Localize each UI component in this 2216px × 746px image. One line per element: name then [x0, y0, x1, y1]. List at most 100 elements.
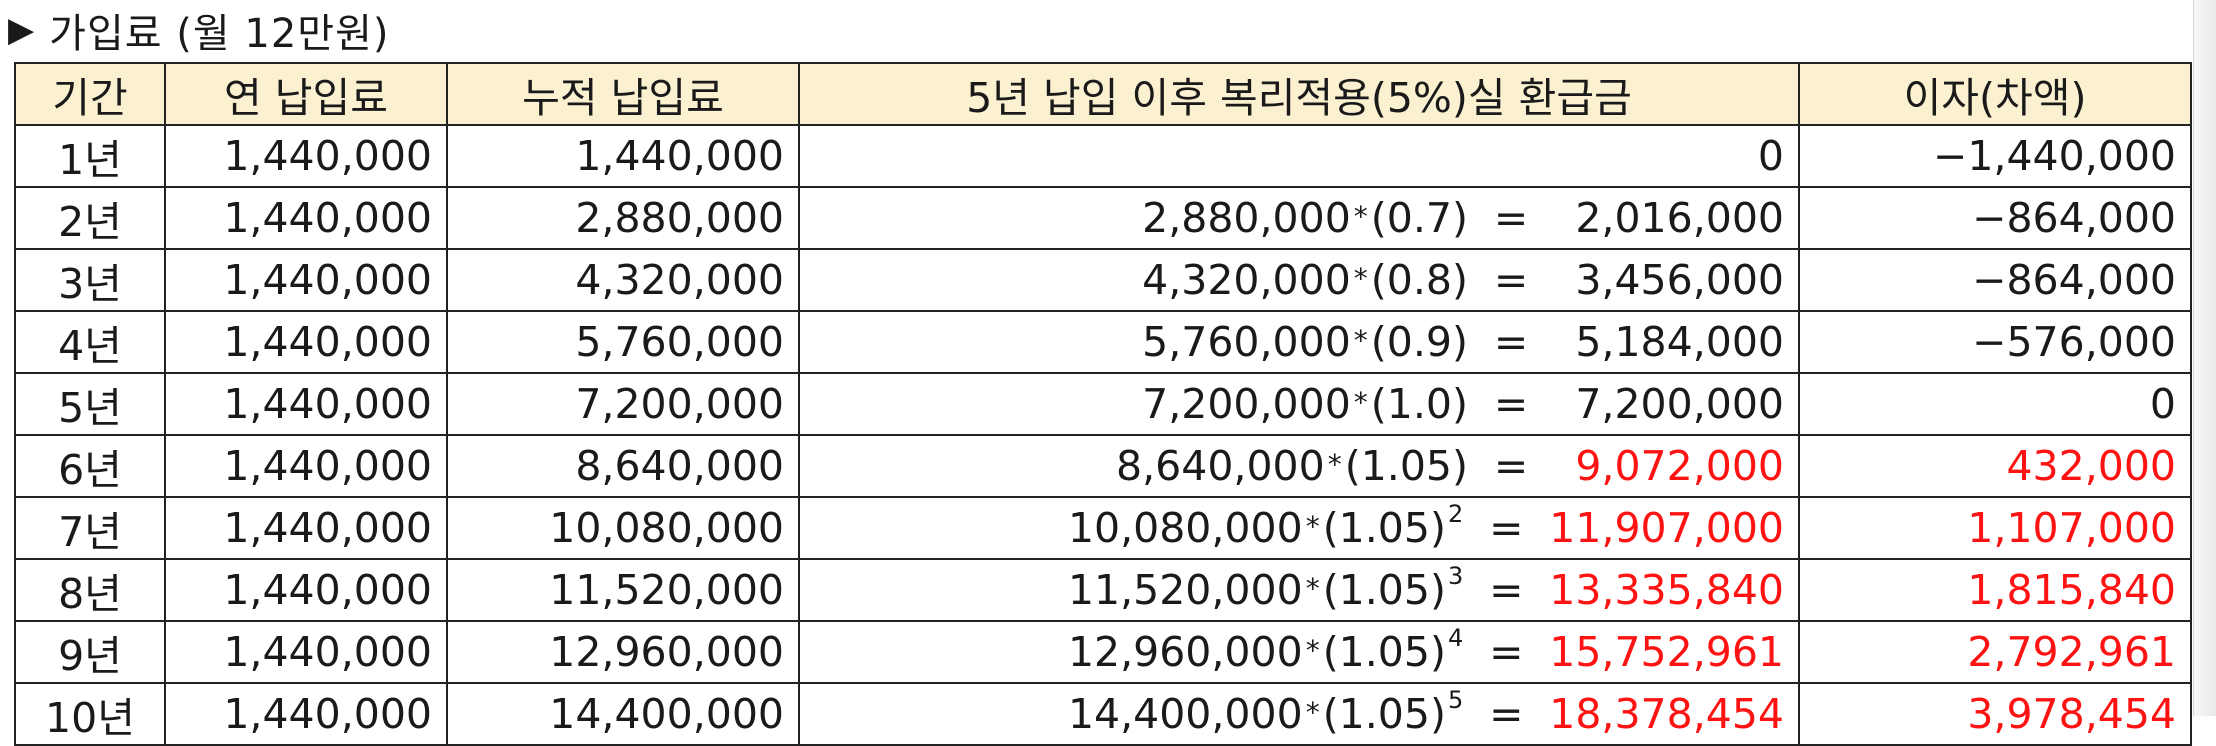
multiply-icon: * — [1353, 200, 1368, 233]
refund-formula: 10,080,000 *(1.05)2 — [1067, 502, 1463, 552]
triangle-bullet-icon: ▶ — [8, 10, 36, 50]
formula-base: 2,880,000 — [1142, 194, 1351, 242]
formula-factor: (1.05) — [1322, 566, 1446, 614]
period-cell: 7년 — [14, 496, 166, 560]
formula-factor: (1.0) — [1370, 380, 1468, 428]
formula-base: 4,320,000 — [1142, 256, 1351, 304]
formula-base: 10,080,000 — [1067, 504, 1303, 552]
annual-payment-cell: 1,440,000 — [164, 186, 448, 250]
multiply-icon: * — [1305, 634, 1320, 667]
period-cell: 5년 — [14, 372, 166, 436]
header-interest: 이자(차액) — [1798, 62, 2192, 126]
window-right-edge — [2193, 0, 2216, 716]
annual-payment-cell: 1,440,000 — [164, 682, 448, 746]
equals-sign: = — [1489, 566, 1524, 614]
refund-amount: 7,200,000 — [1575, 380, 1784, 428]
refund-formula: 5,760,000 *(0.9) — [1142, 318, 1468, 366]
period-cell: 4년 — [14, 310, 166, 374]
header-cumulative-payment: 누적 납입료 — [446, 62, 800, 126]
formula-exponent: 4 — [1447, 624, 1464, 652]
refund-cell: 7,200,000 *(1.0) = 7,200,000 — [798, 372, 1800, 436]
header-refund: 5년 납입 이후 복리적용(5%)실 환급금 — [798, 62, 1800, 126]
interest-cell: −864,000 — [1798, 186, 2192, 250]
multiply-icon: * — [1305, 572, 1320, 605]
multiply-icon: * — [1353, 324, 1368, 357]
refund-cell: 11,520,000 *(1.05)3 = 13,335,840 — [798, 558, 1800, 622]
section-heading-text: 가입료 (월 12만원) — [49, 11, 390, 57]
refund-formula: 7,200,000 *(1.0) — [1142, 380, 1468, 428]
equals-sign: = — [1493, 194, 1529, 242]
section-heading: ▶ 가입료 (월 12만원) — [8, 2, 390, 58]
refund-cell: 12,960,000 *(1.05)4 = 15,752,961 — [798, 620, 1800, 684]
refund-formula: 11,520,000 *(1.05)3 — [1067, 564, 1463, 614]
period-cell: 8년 — [14, 558, 166, 622]
multiply-icon: * — [1353, 386, 1368, 419]
refund-formula: 2,880,000 *(0.7) — [1142, 194, 1468, 242]
cumulative-payment-cell: 8,640,000 — [446, 434, 800, 498]
equals-sign: = — [1489, 690, 1524, 738]
cumulative-payment-cell: 14,400,000 — [446, 682, 800, 746]
cumulative-payment-cell: 2,880,000 — [446, 186, 800, 250]
refund-amount: 3,456,000 — [1575, 256, 1784, 304]
interest-cell: −576,000 — [1798, 310, 2192, 374]
multiply-icon: * — [1305, 510, 1320, 543]
table-row: 3년 1,440,000 4,320,000 4,320,000 *(0.8) = 3,45… — [14, 248, 2192, 312]
header-annual-payment: 연 납입료 — [164, 62, 448, 126]
refund-amount: 5,184,000 — [1575, 318, 1784, 366]
cumulative-payment-cell: 4,320,000 — [446, 248, 800, 312]
interest-cell: −864,000 — [1798, 248, 2192, 312]
interest-cell: 0 — [1798, 372, 2192, 436]
refund-cell: 2,880,000 *(0.7) = 2,016,000 — [798, 186, 1800, 250]
period-cell: 9년 — [14, 620, 166, 684]
table-row: 7년 1,440,000 10,080,000 10,080,000 *(1.05)2 =… — [14, 496, 2192, 560]
period-cell: 10년 — [14, 682, 166, 746]
formula-base: 14,400,000 — [1067, 690, 1303, 738]
cumulative-payment-cell: 1,440,000 — [446, 124, 800, 188]
annual-payment-cell: 1,440,000 — [164, 558, 448, 622]
cumulative-payment-cell: 12,960,000 — [446, 620, 800, 684]
formula-base: 11,520,000 — [1067, 566, 1303, 614]
interest-cell: 1,815,840 — [1798, 558, 2192, 622]
table-row: 10년 1,440,000 14,400,000 14,400,000 *(1.05)5… — [14, 682, 2192, 746]
refund-cell: 8,640,000 *(1.05) = 9,072,000 — [798, 434, 1800, 498]
annual-payment-cell: 1,440,000 — [164, 248, 448, 312]
interest-cell: −1,440,000 — [1798, 124, 2192, 188]
refund-amount: 2,016,000 — [1575, 194, 1784, 242]
cumulative-payment-cell: 11,520,000 — [446, 558, 800, 622]
annual-payment-cell: 1,440,000 — [164, 124, 448, 188]
cumulative-payment-cell: 7,200,000 — [446, 372, 800, 436]
period-cell: 6년 — [14, 434, 166, 498]
refund-amount: 9,072,000 — [1575, 442, 1784, 490]
refund-formula: 8,640,000 *(1.05) — [1116, 442, 1468, 490]
formula-base: 8,640,000 — [1116, 442, 1325, 490]
equals-sign: = — [1493, 318, 1529, 366]
formula-exponent: 2 — [1447, 500, 1464, 528]
refund-amount: 0 — [1757, 132, 1784, 180]
refund-table: 기간 연 납입료 누적 납입료 5년 납입 이후 복리적용(5%)실 환급금 이… — [14, 62, 2192, 746]
refund-formula: 4,320,000 *(0.8) — [1142, 256, 1468, 304]
table-header-row: 기간 연 납입료 누적 납입료 5년 납입 이후 복리적용(5%)실 환급금 이… — [14, 62, 2192, 126]
table-row: 9년 1,440,000 12,960,000 12,960,000 *(1.05)4 =… — [14, 620, 2192, 684]
cumulative-payment-cell: 10,080,000 — [446, 496, 800, 560]
interest-cell: 3,978,454 — [1798, 682, 2192, 746]
refund-cell: 4,320,000 *(0.8) = 3,456,000 — [798, 248, 1800, 312]
refund-amount: 18,378,454 — [1549, 690, 1784, 738]
refund-amount: 13,335,840 — [1549, 566, 1784, 614]
formula-exponent: 5 — [1447, 686, 1464, 714]
formula-factor: (0.8) — [1370, 256, 1468, 304]
formula-base: 5,760,000 — [1142, 318, 1351, 366]
table-row: 1년 1,440,000 1,440,000 0 −1,440,000 — [14, 124, 2192, 188]
interest-cell: 1,107,000 — [1798, 496, 2192, 560]
formula-factor: (1.05) — [1322, 504, 1446, 552]
formula-base: 7,200,000 — [1142, 380, 1351, 428]
formula-factor: (1.05) — [1322, 628, 1446, 676]
period-cell: 3년 — [14, 248, 166, 312]
period-cell: 1년 — [14, 124, 166, 188]
equals-sign: = — [1489, 504, 1524, 552]
header-period: 기간 — [14, 62, 166, 126]
annual-payment-cell: 1,440,000 — [164, 434, 448, 498]
table-row: 2년 1,440,000 2,880,000 2,880,000 *(0.7) = 2,01… — [14, 186, 2192, 250]
equals-sign: = — [1489, 628, 1524, 676]
equals-sign: = — [1493, 380, 1529, 428]
refund-amount: 15,752,961 — [1549, 628, 1784, 676]
